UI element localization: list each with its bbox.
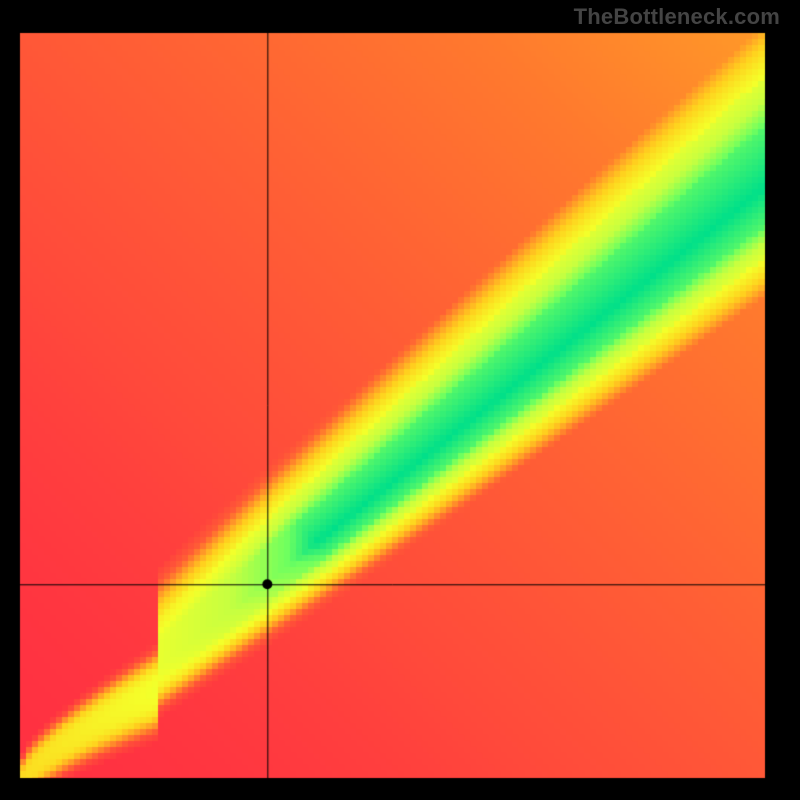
watermark-text: TheBottleneck.com	[574, 4, 780, 30]
bottleneck-heatmap	[0, 0, 800, 800]
